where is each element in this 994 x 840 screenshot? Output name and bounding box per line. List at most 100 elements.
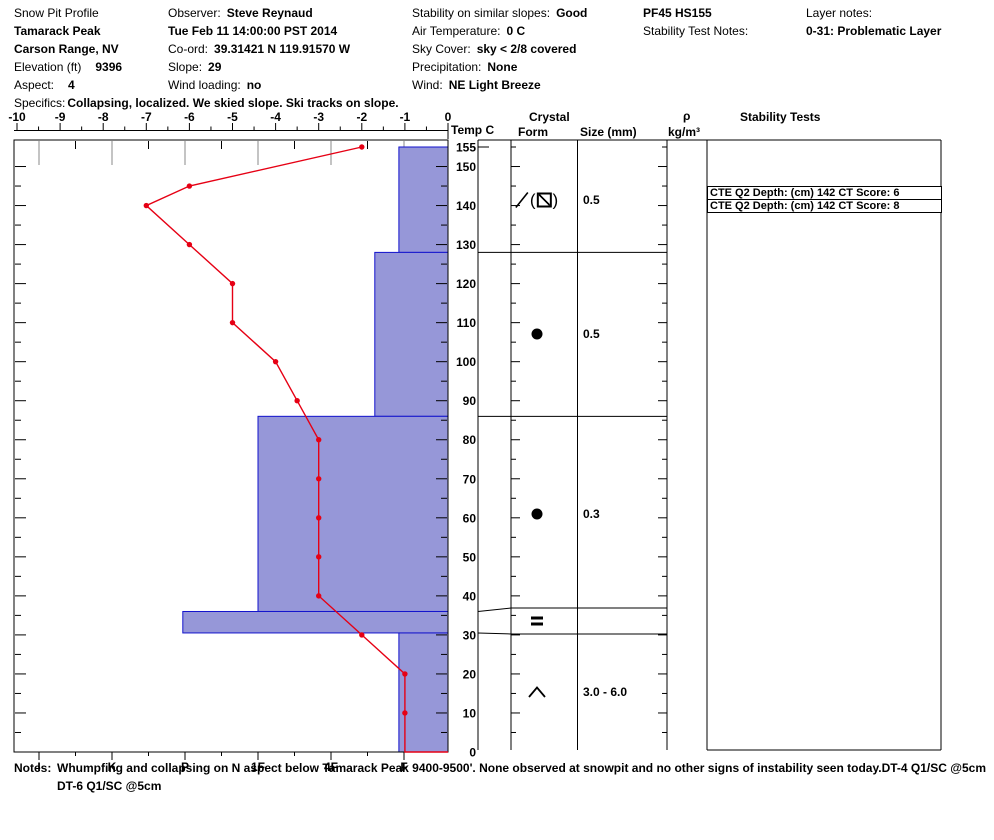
crystal-form-rounds [531, 508, 543, 520]
svg-text:-4: -4 [270, 110, 281, 124]
faceted-square-icon [536, 192, 552, 208]
wind-loading-label: Wind loading: [168, 78, 241, 92]
temp-axis: -10 -9 -8 -7 -6 -5 -4 -3 -2 -1 0 [8, 110, 452, 139]
sky-cover-value: sky < 2/8 covered [476, 42, 577, 56]
svg-text:-9: -9 [55, 110, 66, 124]
svg-text:110: 110 [457, 316, 477, 330]
crystal-form-fragments-facets: () [515, 191, 559, 208]
slope-value: 29 [208, 60, 222, 74]
svg-text:-8: -8 [98, 110, 109, 124]
stability-test-notes-label: Stability Test Notes: [643, 24, 749, 38]
rounded-grain-icon [531, 508, 543, 520]
air-temp-row: Air Temperature: 0 C [412, 24, 525, 39]
notes-line-2: DT-6 Q1/SC @5cm [57, 779, 162, 793]
svg-text:F: F [400, 760, 407, 774]
hardness-bars [182, 146, 449, 753]
wind-loading-row: Wind loading: no [168, 78, 261, 93]
slope-label: Slope: [168, 60, 203, 74]
sky-cover-row: Sky Cover: sky < 2/8 covered [412, 42, 576, 57]
slope-row: Slope: 29 [168, 60, 221, 75]
region-name: Carson Range, NV [14, 42, 119, 56]
location-name: Tamarack Peak [14, 24, 101, 38]
column-header-size: Size (mm) [580, 125, 637, 139]
profile-columns [477, 139, 942, 751]
wind-row: Wind: NE Light Breeze [412, 78, 541, 93]
grain-size-value: 0.5 [583, 327, 600, 342]
svg-text:-6: -6 [184, 110, 195, 124]
notes-label: Notes: [14, 761, 52, 775]
column-header-density-unit: kg/m³ [668, 125, 701, 139]
observer-value: Steve Reynaud [226, 6, 313, 20]
stability-test-row: CTE Q2 Depth: (cm) 142 CT Score: 6 [707, 186, 942, 200]
stability-slopes-label: Stability on similar slopes: [412, 6, 551, 20]
wind-loading-value: no [246, 78, 262, 92]
observer-row: Observer: Steve Reynaud [168, 6, 313, 21]
coord-row: Co-ord: 39.31421 N 119.91570 W [168, 42, 350, 57]
svg-text:60: 60 [463, 511, 477, 525]
svg-text:100: 100 [456, 355, 476, 369]
svg-text:120: 120 [456, 277, 476, 291]
svg-text:1F: 1F [251, 760, 265, 774]
notes-line-1: Whumpfing and collapsing on N aspect bel… [57, 761, 986, 775]
slash-icon [515, 191, 529, 208]
layer-boundaries [477, 251, 667, 635]
specifics-row: Specifics: Collapsing, localized. We skie… [14, 96, 399, 111]
pit-code: PF45 HS155 [643, 6, 712, 20]
datetime: Tue Feb 11 14:00:00 PST 2014 [168, 24, 338, 38]
aspect-value: 4 [68, 78, 75, 92]
svg-text:-1: -1 [400, 110, 411, 124]
rounded-grain-icon [531, 328, 543, 340]
grain-size-value: 0.3 [583, 506, 600, 521]
coord-label: Co-ord: [168, 42, 209, 56]
hardness-gridlines [38, 141, 405, 165]
observer-label: Observer: [168, 6, 221, 20]
precipitation-row: Precipitation: None [412, 60, 517, 75]
svg-text:10: 10 [463, 706, 477, 720]
grain-size-value: 0.5 [583, 192, 600, 207]
hardness-axis: I K P 1F 4F F [37, 752, 408, 774]
sky-cover-label: Sky Cover: [412, 42, 471, 56]
stability-slopes-row: Stability on similar slopes: Good [412, 6, 587, 21]
layer-notes-value: 0-31: Problematic Layer [806, 24, 942, 38]
stability-slopes-value: Good [556, 6, 588, 20]
aspect-label: Aspect: [14, 78, 55, 92]
elevation-value: 9396 [95, 60, 123, 74]
air-temp-value: 0 C [506, 24, 526, 38]
column-header-temp: Temp C [451, 123, 495, 137]
temperature-line [143, 144, 448, 753]
grain-size-value: 3.0 - 6.0 [583, 685, 628, 699]
ice-lens-icon [531, 616, 543, 626]
precipitation-label: Precipitation: [412, 60, 482, 74]
crystal-form-depth-hoar [527, 686, 547, 698]
column-header-crystal: Crystal [529, 110, 570, 124]
depth-ruler-ticks [15, 166, 447, 733]
stability-test-row: CTE Q2 Depth: (cm) 142 CT Score: 8 [707, 199, 942, 213]
wind-label: Wind: [412, 78, 443, 92]
svg-text:P: P [181, 760, 189, 774]
specifics-value: Collapsing, localized. We skied slope. S… [67, 96, 399, 110]
svg-text:50: 50 [463, 550, 477, 564]
column-header-form: Form [518, 125, 548, 139]
column-header-stability-tests: Stability Tests [740, 110, 821, 124]
crystal-form-ice-lens [531, 616, 543, 626]
layer-notes-label: Layer notes: [806, 6, 873, 20]
wind-value: NE Light Breeze [448, 78, 541, 92]
coord-value: 39.31421 N 119.91570 W [214, 42, 351, 56]
svg-text:-10: -10 [8, 110, 26, 124]
svg-text:-7: -7 [141, 110, 152, 124]
plot-border [13, 139, 449, 753]
svg-text:-2: -2 [356, 110, 367, 124]
svg-text:30: 30 [463, 628, 477, 642]
svg-text:155: 155 [456, 141, 476, 155]
depth-hoar-icon [528, 686, 546, 698]
report-title: Snow Pit Profile [14, 6, 99, 20]
column-header-density-symbol: ρ [683, 109, 691, 123]
crystal-form-rounds [531, 328, 543, 340]
svg-text:0: 0 [445, 110, 452, 124]
svg-text:K: K [108, 760, 117, 774]
svg-text:40: 40 [463, 589, 477, 603]
svg-text:130: 130 [456, 238, 476, 252]
